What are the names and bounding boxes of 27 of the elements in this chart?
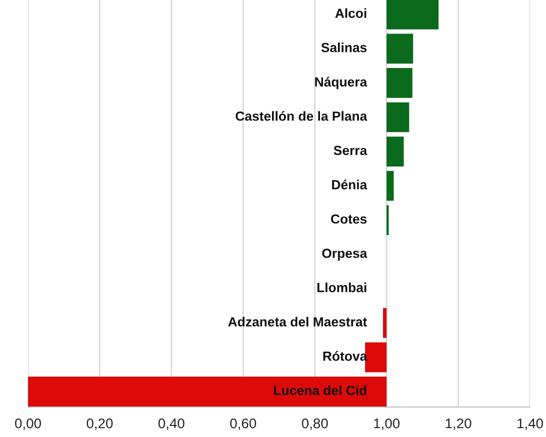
x-tick-label: 0,40 xyxy=(158,418,184,430)
y-tick-label: Llombai xyxy=(317,282,366,292)
x-tick-label: 0,00 xyxy=(15,418,41,430)
y-tick-label: Serra xyxy=(334,146,368,156)
bar xyxy=(386,170,394,201)
y-tick-label: Castellón de la Plana xyxy=(236,111,368,121)
x-tick-label: 1,20 xyxy=(446,418,472,430)
bar xyxy=(382,308,387,338)
y-tick-label: Lucena del Cid xyxy=(274,385,366,396)
bar xyxy=(386,102,410,132)
x-tick-label: 0,80 xyxy=(302,418,328,430)
y-tick-label: Adzaneta del Maestrat xyxy=(228,316,367,327)
bar xyxy=(386,136,404,166)
x-tick-label: 1,40 xyxy=(518,418,543,430)
y-tick-label: Alcoi xyxy=(335,8,366,18)
bar xyxy=(28,376,387,406)
y-tick-label: Orpesa xyxy=(322,248,368,261)
x-tick-label: 0,60 xyxy=(230,418,256,430)
x-tick-label: 1,00 xyxy=(374,418,400,430)
x-tick-label: 0,20 xyxy=(86,418,113,430)
y-tick-label: Salinas xyxy=(321,42,367,52)
y-tick-label: Cotes xyxy=(331,214,367,224)
bar xyxy=(386,0,439,30)
y-tick-label: Dénia xyxy=(332,180,368,190)
bar xyxy=(386,68,412,98)
bar xyxy=(386,34,414,64)
y-tick-label: Náquera xyxy=(315,76,368,90)
